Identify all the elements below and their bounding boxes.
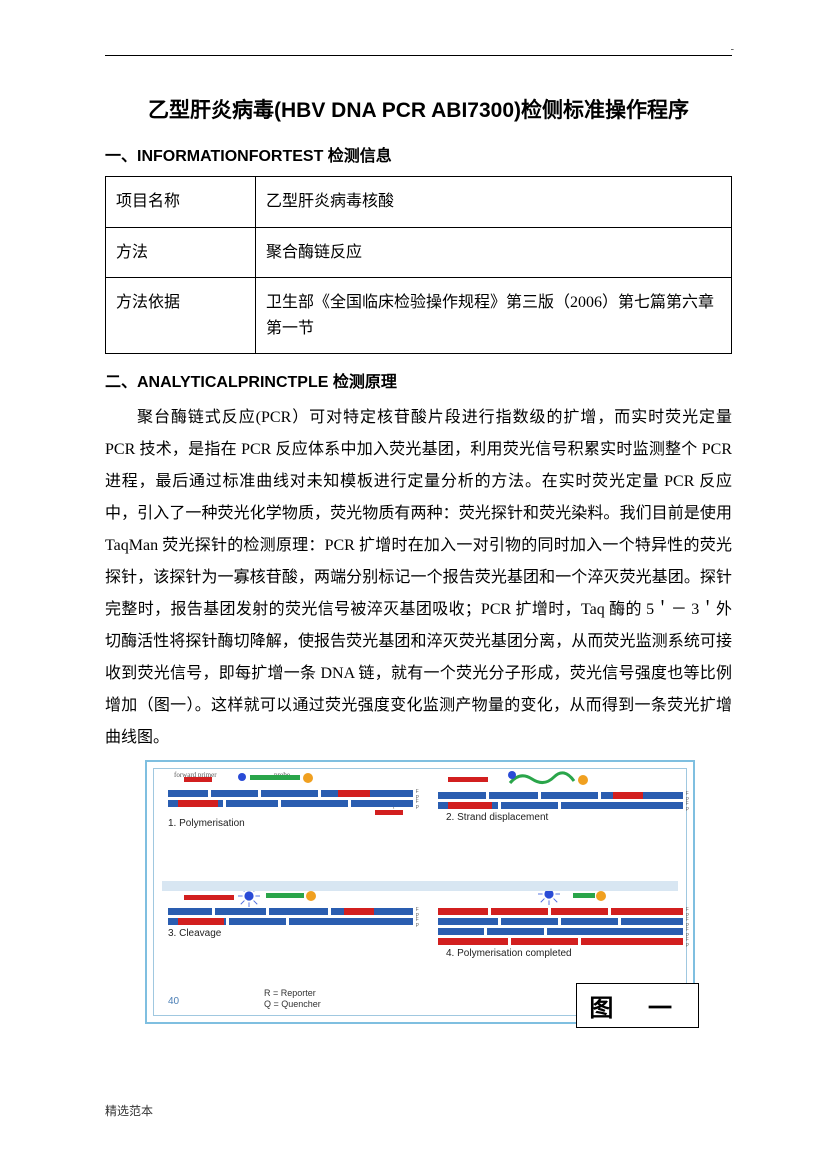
panel2-label: 2. Strand displacement: [446, 812, 683, 823]
panel4-label: 4. Polymerisation completed: [446, 948, 683, 959]
dna-strand: FP: [438, 802, 683, 809]
dna-strand: FP: [168, 908, 413, 915]
dna-strand: FP: [168, 918, 413, 925]
quencher-icon: [306, 891, 316, 901]
legend-quencher: Q = Quencher: [264, 999, 321, 1010]
dna-strand: FP: [438, 928, 683, 935]
quencher-icon: [578, 775, 588, 785]
legend-reporter: R = Reporter: [264, 988, 321, 999]
panel3-label: 3. Cleavage: [168, 928, 413, 939]
dna-strand: FP: [438, 908, 683, 915]
dna-strand: FP: [438, 918, 683, 925]
quencher-icon: [596, 891, 606, 901]
info-table: 项目名称 乙型肝炎病毒核酸 方法 聚合酶链反应 方法依据 卫生部《全国临床检验操…: [105, 176, 732, 354]
displaced-probe-icon: [508, 769, 578, 787]
dna-strand: FP: [438, 938, 683, 945]
cell-key: 项目名称: [106, 177, 256, 228]
cell-val: 卫生部《全国临床检验操作规程》第三版（2006）第七篇第六章第一节: [256, 278, 732, 354]
section2-heading: 二、ANALYTICALPRINCTPLE 检测原理: [105, 368, 732, 392]
reporter-icon: [238, 773, 246, 781]
section2-body: 聚台酶链式反应(PCR）可对特定核苷酸片段进行指数级的扩增，而实时荧光定量 PC…: [105, 402, 732, 754]
diagram-pagenum: 40: [168, 996, 179, 1007]
cell-val: 乙型肝炎病毒核酸: [256, 177, 732, 228]
footer-text: 精选范本: [105, 1102, 153, 1119]
dna-strand: FP: [168, 800, 413, 807]
table-row: 方法 聚合酶链反应: [106, 227, 732, 278]
cell-val: 聚合酶链反应: [256, 227, 732, 278]
figure-caption: 图 一: [576, 983, 699, 1028]
doc-title: 乙型肝炎病毒(HBV DNA PCR ABI7300)检侧标准操作程序: [105, 94, 732, 124]
panel1-label: 1. Polymerisation: [168, 818, 413, 829]
cell-key: 方法依据: [106, 278, 256, 354]
table-row: 项目名称 乙型肝炎病毒核酸: [106, 177, 732, 228]
cell-key: 方法: [106, 227, 256, 278]
dna-strand: FP: [438, 792, 683, 799]
section1-heading: 一、INFORMATIONFORTEST 检测信息: [105, 142, 732, 166]
quencher-icon: [303, 773, 313, 783]
table-row: 方法依据 卫生部《全国临床检验操作规程》第三版（2006）第七篇第六章第一节: [106, 278, 732, 354]
dna-strand: FP: [168, 790, 413, 797]
diagram-figure: forward primer probe reverse primer: [145, 760, 695, 1024]
